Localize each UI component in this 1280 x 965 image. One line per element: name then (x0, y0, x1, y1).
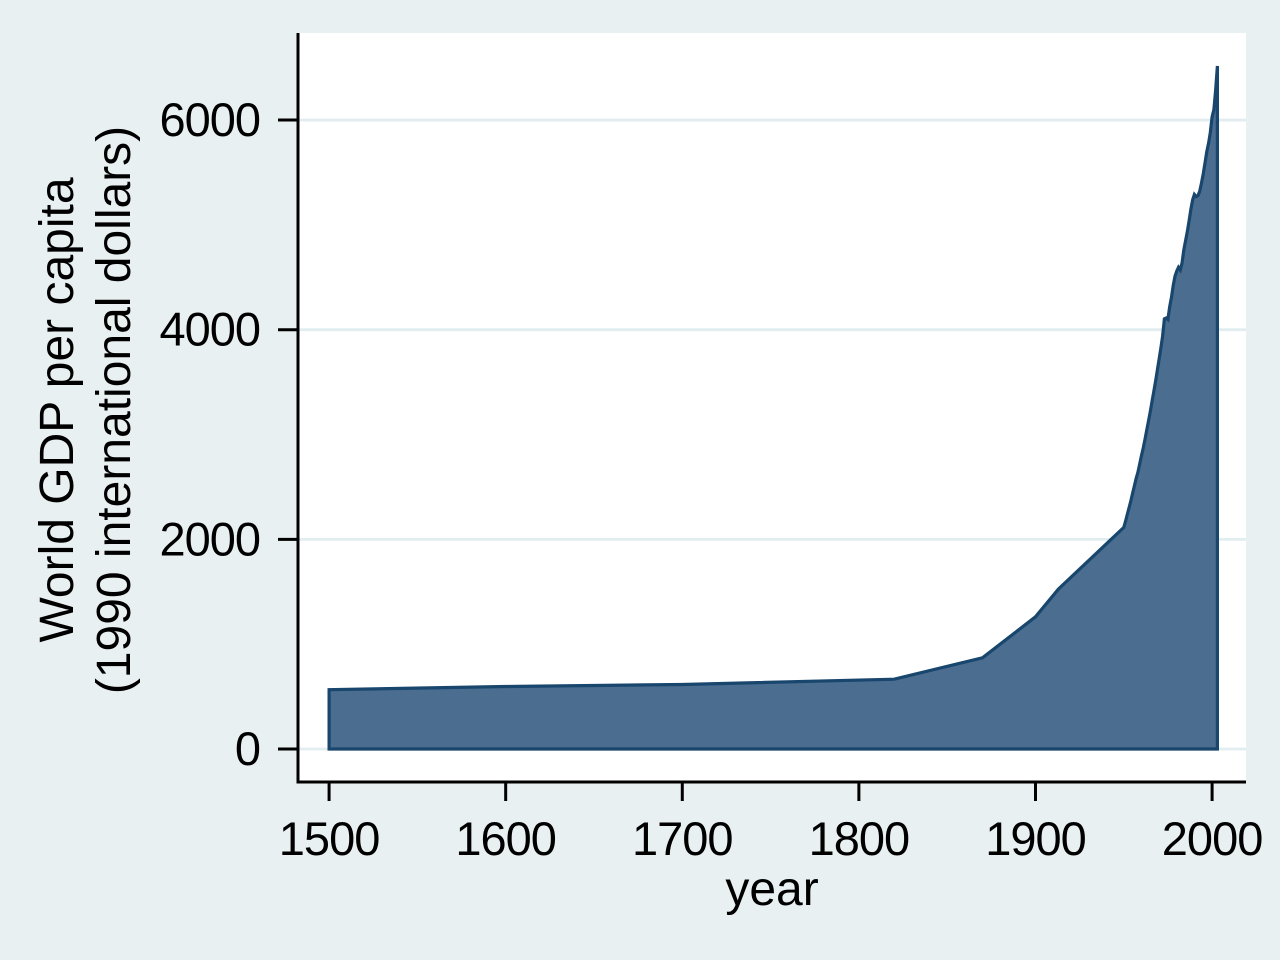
y-tick-label-4000: 4000 (159, 303, 260, 356)
y-axis-ticks: 0 2000 4000 6000 (159, 93, 298, 775)
y-tick-label-0: 0 (235, 722, 260, 775)
x-axis-title: year (725, 863, 818, 916)
world-gdp-area-series (327, 65, 1219, 751)
y-axis-title-line-2: (1990 international dollars) (88, 126, 141, 694)
x-tick-label-1700: 1700 (632, 812, 733, 865)
x-tick-label-1800: 1800 (809, 812, 910, 865)
y-axis-title: World GDP per capita (1990 international… (31, 126, 141, 694)
y-tick-label-2000: 2000 (159, 512, 260, 565)
x-tick-label-1900: 1900 (985, 812, 1086, 865)
y-tick-label-6000: 6000 (159, 93, 260, 146)
y-axis-title-line-1: World GDP per capita (31, 177, 84, 642)
x-tick-label-2000: 2000 (1162, 812, 1263, 865)
x-tick-label-1600: 1600 (455, 812, 556, 865)
x-tick-label-1500: 1500 (279, 812, 380, 865)
x-axis-ticks: 1500 1600 1700 1800 1900 2000 (279, 782, 1263, 865)
